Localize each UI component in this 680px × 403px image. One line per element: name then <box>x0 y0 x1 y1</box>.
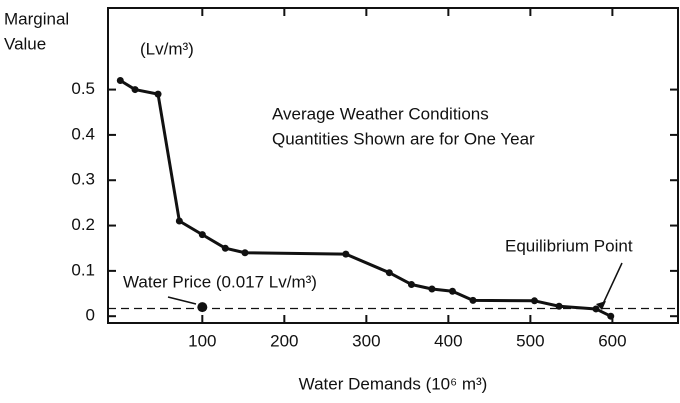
data-point <box>407 280 415 288</box>
data-point <box>154 90 162 98</box>
data-point <box>428 285 436 293</box>
y-axis-label: Marginal <box>4 9 69 28</box>
y-tick-label: 0.5 <box>71 79 95 98</box>
data-point <box>131 86 139 94</box>
annotation: Equilibrium Point <box>505 236 633 255</box>
data-point <box>175 217 183 225</box>
data-point <box>342 250 350 258</box>
x-tick-label: 600 <box>598 331 626 350</box>
data-point <box>469 296 477 304</box>
y-tick-label: 0.1 <box>71 260 95 279</box>
y-unit: (Lv/m³) <box>140 39 194 58</box>
arrow <box>601 262 623 307</box>
arrowhead <box>596 301 606 310</box>
plot-frame <box>107 7 679 324</box>
data-point <box>530 297 538 305</box>
data-point <box>198 231 206 239</box>
y-tick-label: 0 <box>86 306 95 325</box>
data-point <box>592 305 600 313</box>
annotation: Water Price (0.017 Lv/m³) <box>123 272 317 291</box>
annotation: Quantities Shown are for One Year <box>272 129 535 148</box>
price-point <box>197 302 208 313</box>
annotation: Average Weather Conditions <box>272 104 489 123</box>
y-tick-label: 0.2 <box>71 215 95 234</box>
x-tick-label: 100 <box>188 331 216 350</box>
x-tick-label: 500 <box>516 331 544 350</box>
data-point <box>241 249 249 257</box>
y-tick-label: 0.4 <box>71 124 95 143</box>
x-tick-label: 400 <box>434 331 462 350</box>
x-tick-label: 300 <box>352 331 380 350</box>
data-point <box>448 287 456 295</box>
x-axis-label: Water Demands (10⁶ m³) <box>299 374 488 393</box>
data-point <box>385 269 393 277</box>
y-axis-label: Value <box>4 34 46 53</box>
data-point <box>116 77 124 85</box>
data-point <box>607 312 615 320</box>
y-tick-label: 0.3 <box>71 170 95 189</box>
data-point <box>555 302 563 310</box>
x-tick-label: 200 <box>270 331 298 350</box>
arrow <box>167 296 197 305</box>
data-point <box>221 244 229 252</box>
